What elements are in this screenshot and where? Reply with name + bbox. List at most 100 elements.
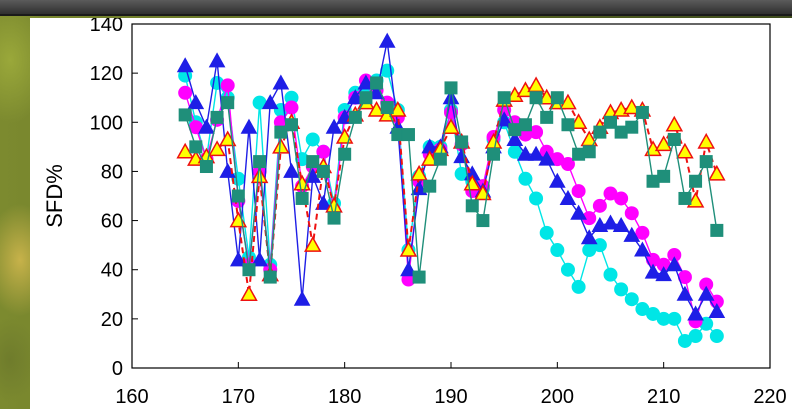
series-4-point [178,108,192,122]
series-4-point [306,155,320,169]
series-4-point [423,179,437,193]
series-0-point [560,262,575,277]
series-3-point [665,115,684,132]
series-0-point [571,279,586,294]
series-2-point [559,189,577,205]
series-1-point [220,78,235,93]
series-4-point [433,152,447,166]
series-4-point [635,105,649,119]
series-2-point [400,261,417,277]
series-0-point [305,132,320,147]
series-3-point [559,93,577,110]
series-2-point [198,118,215,134]
series-4-point [444,81,458,95]
series-4-point [316,164,330,178]
series-2-point [410,180,428,196]
series-3-point [389,100,407,117]
series-1-point [529,125,544,140]
series-2-point [655,266,673,282]
series-4-point [327,211,341,225]
series-4-point [274,125,288,139]
x-tick-label: 200 [541,386,574,408]
series-3-point [272,137,290,154]
series-3-point [708,164,726,181]
series-0-point [709,329,724,344]
series-2-point [315,194,332,210]
series-2-point [378,32,396,48]
series-4-point [604,115,617,129]
series-1-point [614,191,629,206]
series-3-point [442,118,460,134]
series-1-point [560,157,575,172]
series-4-point [550,91,564,105]
series-3-point [676,142,694,159]
series-4-point [561,118,575,132]
series-4-point [518,118,532,132]
y-tick-label: 0 [112,358,123,380]
series-2-point [634,241,651,257]
series-2-point [623,226,641,242]
series-2-point [548,172,566,188]
series-4-point [348,110,362,124]
series-3-point [240,285,258,302]
y-tick-label: 80 [101,161,123,183]
series-2-point [229,251,247,267]
series-4-point [540,110,554,124]
series-4-point [370,76,384,90]
series-4-point [699,155,713,169]
series-1-point [624,206,639,221]
series-2-point [538,150,556,166]
y-tick-label: 140 [90,18,123,36]
series-4-point [529,91,543,105]
series-4-point [231,189,245,203]
x-tick-label: 220 [753,386,786,408]
series-0-point [688,329,703,344]
line-chart: 0 20 40 60 80 100 120 140 160 170 180 190 200 210 220 S… [42,18,787,408]
series-4-point [625,120,639,134]
series-3-point [527,76,545,93]
series-3-point [697,132,715,149]
y-tick-label: 60 [101,211,123,233]
series-2-point [708,302,726,318]
series-4-point [242,263,256,277]
series-4-point [401,128,415,142]
series-4-point [657,169,671,183]
series-4-point [476,214,490,228]
series-2-point [219,162,237,178]
series-1-point [571,184,586,199]
series-3-point [420,150,439,166]
series-2-point [176,57,194,73]
series-2-point [527,145,545,161]
series-3-point [569,113,588,130]
series-2-point [240,118,258,134]
series-0-point [667,311,682,326]
x-tick-label: 190 [434,386,467,408]
series-2-point [570,204,587,220]
series-3-point [410,164,428,181]
series-3-point [399,241,418,257]
series-3-point [686,191,705,208]
series-3-point [654,135,673,152]
series-0-point [603,267,618,282]
series-4-point [710,223,724,237]
series-2-point [261,94,279,110]
series-1-point [284,100,299,115]
series-0-point [550,243,565,258]
series-4-point [253,155,267,169]
series-2-point [580,229,598,245]
series-0-point [539,225,554,240]
series-4-point [359,91,373,105]
series-2-point [612,216,630,232]
y-tick-label: 20 [101,309,123,331]
series-2-point [283,162,300,178]
series-4-point [582,145,596,159]
y-axis-label: SFD% [42,164,67,228]
series-2-point [506,130,524,146]
series-2-point [676,285,694,301]
y-tick-label: 40 [101,260,123,282]
x-tick-label: 160 [115,386,148,408]
series-2-point [687,305,704,321]
series-4-point [263,270,277,284]
series-2-point [697,285,715,301]
series-2-point [346,89,364,105]
